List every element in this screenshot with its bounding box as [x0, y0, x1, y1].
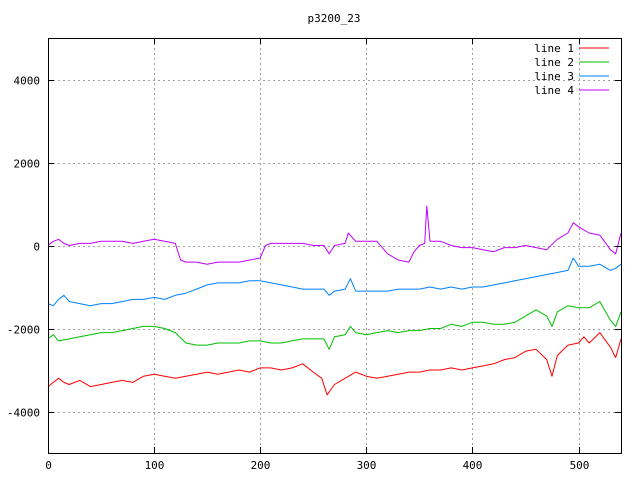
y-tick-label: -4000 [7, 407, 40, 420]
x-tick-label: 0 [45, 459, 52, 472]
x-tick-label: 100 [145, 459, 165, 472]
y-tick-label: 4000 [14, 75, 41, 88]
y-tick-label: 2000 [14, 158, 41, 171]
legend-label-3: line 3 [534, 70, 574, 83]
series-line-4 [47, 205, 622, 265]
series-line-1 [47, 332, 622, 396]
y-tick-label: -2000 [7, 324, 40, 337]
chart-title: p3200_23 [308, 12, 361, 25]
series-line-3 [47, 257, 622, 307]
x-tick-label: 400 [463, 459, 483, 472]
series-line-2 [47, 301, 622, 350]
y-tick-label: 0 [33, 241, 40, 254]
series-layer [47, 205, 622, 396]
grid [48, 38, 621, 453]
x-tick-label: 500 [570, 459, 590, 472]
x-tick-label: 300 [357, 459, 377, 472]
axes: 0 100 200 300 400 500 -4000 -2000 0 2000 4000 [7, 38, 621, 472]
x-tick-label: 200 [251, 459, 271, 472]
legend-label-1: line 1 [534, 42, 574, 55]
legend-label-2: line 2 [534, 56, 574, 69]
legend-label-4: line 4 [534, 84, 574, 97]
